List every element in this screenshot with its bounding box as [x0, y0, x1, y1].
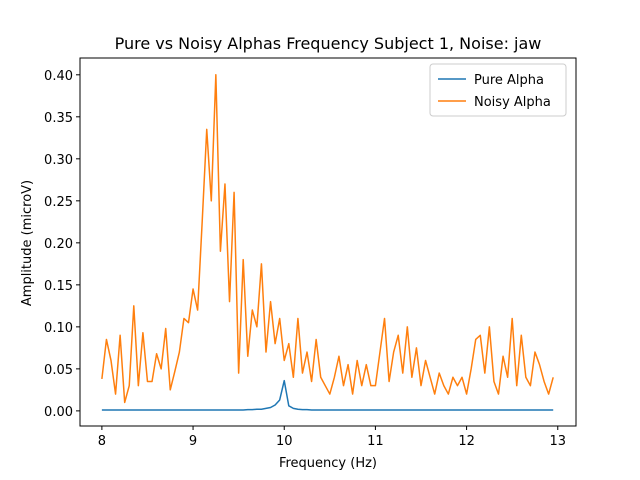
- x-tick-label: 13: [549, 434, 566, 449]
- x-tick-label: 10: [276, 434, 293, 449]
- y-tick-label: 0.30: [44, 153, 73, 168]
- x-tick-label: 11: [367, 434, 384, 449]
- y-tick-label: 0.15: [44, 279, 73, 294]
- y-tick-label: 0.00: [44, 405, 73, 420]
- x-tick-label: 9: [189, 434, 197, 449]
- y-tick-label: 0.40: [44, 69, 73, 84]
- legend-box: [429, 63, 567, 117]
- legend-label: Pure Alpha: [474, 73, 544, 88]
- y-axis-label: Amplitude (microV): [20, 180, 35, 306]
- x-tick-label: 12: [458, 434, 475, 449]
- legend-label: Noisy Alpha: [474, 95, 551, 110]
- y-tick-label: 0.10: [44, 321, 73, 336]
- y-tick-label: 0.35: [44, 111, 73, 126]
- y-tick-label: 0.25: [44, 195, 73, 210]
- plot-frame: [79, 57, 577, 427]
- y-tick-label: 0.20: [44, 237, 73, 252]
- data-line: [101, 74, 554, 404]
- x-axis-label: Frequency (Hz): [279, 456, 377, 471]
- data-line: [101, 379, 554, 411]
- y-tick-label: 0.05: [44, 363, 73, 378]
- chart-title: Pure vs Noisy Alphas Frequency Subject 1…: [115, 34, 542, 53]
- x-tick-label: 8: [98, 434, 106, 449]
